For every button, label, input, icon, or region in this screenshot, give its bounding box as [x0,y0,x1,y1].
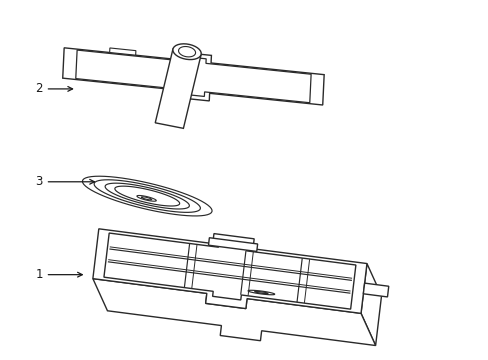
Polygon shape [254,291,267,294]
Polygon shape [172,44,201,59]
Polygon shape [82,176,212,216]
Polygon shape [93,279,375,346]
Polygon shape [360,264,381,346]
Polygon shape [93,229,366,313]
Text: 1: 1 [35,268,82,281]
Polygon shape [141,197,151,200]
Polygon shape [137,195,156,201]
Polygon shape [178,46,195,57]
Polygon shape [62,48,324,105]
Polygon shape [76,50,310,103]
Polygon shape [104,233,355,309]
Polygon shape [155,49,201,129]
Polygon shape [109,48,136,55]
Polygon shape [208,238,257,251]
Text: 3: 3 [35,175,94,188]
Polygon shape [105,183,189,209]
Polygon shape [247,290,274,295]
Polygon shape [115,186,179,206]
Text: 2: 2 [35,82,72,95]
Polygon shape [94,180,200,212]
Polygon shape [363,283,388,297]
